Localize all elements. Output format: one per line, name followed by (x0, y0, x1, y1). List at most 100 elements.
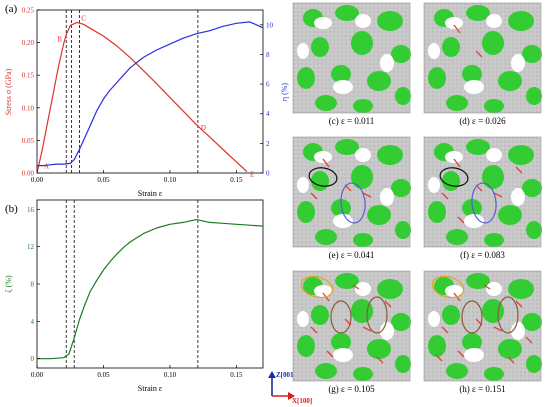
plot-frame-a (36, 9, 264, 174)
defect-line-5-5 (457, 350, 465, 358)
snapshot-frame-3 (423, 136, 542, 248)
highlight-ellipse-orange-4 (300, 275, 334, 299)
highlight-ellipse-orange-5 (431, 275, 465, 299)
defect-line-5-4 (515, 300, 523, 308)
void-2-2 (333, 214, 353, 228)
phase-region-4-5 (391, 313, 411, 331)
phase-region-0-2 (377, 11, 403, 31)
phase-region-5-11 (526, 355, 542, 373)
phase-region-3-2 (508, 145, 534, 165)
phase-region-1-11 (526, 87, 542, 105)
void-3-3 (511, 188, 525, 206)
snapshot-caption-2: (e) ε = 0.041 (329, 250, 375, 260)
y-tick-label-right-0-1: 2 (266, 140, 270, 148)
void-5-1 (486, 282, 502, 296)
phase-region-5-10 (484, 367, 504, 381)
defect-line-5-9 (435, 354, 443, 362)
defect-line-2-3 (362, 192, 372, 198)
phase-region-5-3 (442, 305, 460, 325)
void-2-1 (355, 148, 371, 162)
axis-x-arrowhead (288, 392, 295, 400)
phase-region-5-2 (508, 279, 534, 299)
x-axis-label-a: Strain ε (138, 189, 163, 198)
snapshot-caption-4: (g) ε = 0.105 (328, 384, 375, 394)
series-line-0-1 (37, 21, 264, 167)
y-axis-label-a-right: η (%) (280, 83, 289, 102)
void-0-0 (314, 17, 332, 29)
phase-region-2-4 (351, 165, 373, 189)
snapshot-frame-2 (292, 136, 411, 248)
phase-region-4-7 (331, 333, 351, 351)
phase-region-3-9 (446, 229, 468, 245)
phase-region-5-5 (522, 313, 542, 331)
defect-line-3-4 (515, 166, 523, 174)
snapshot-1: (d) ε = 0.026 (423, 2, 542, 126)
defect-line-1-0 (453, 24, 461, 34)
defect-line-4-4 (384, 300, 392, 308)
defect-line-5-2 (441, 326, 449, 334)
axis-x-label: X[100] (292, 397, 312, 405)
phase-region-2-11 (395, 221, 411, 239)
y-tick-label-left-1-1: 4 (31, 318, 35, 326)
y-tick-label-left-0-0: 0.00 (22, 170, 35, 178)
void-0-1 (355, 14, 371, 28)
panel-label-b: (b) (5, 203, 18, 215)
point-label-E: E (250, 170, 254, 178)
y-tick-label-left-1-4: 16 (27, 206, 35, 214)
y-axis-label-b: ζ (%) (4, 275, 13, 293)
phase-region-2-6 (297, 201, 315, 223)
axis-z-arrowhead (268, 371, 276, 378)
phase-region-0-4 (351, 31, 373, 55)
defect-line-5-6 (507, 356, 515, 364)
phase-region-3-8 (498, 205, 522, 225)
defect-line-5-3 (493, 326, 503, 332)
snapshot-frame-0 (292, 2, 411, 114)
phase-region-4-10 (353, 367, 373, 381)
highlight-ellipse-blue-2 (340, 182, 366, 224)
defect-line-2-2 (310, 192, 318, 200)
defect-line-4-6 (376, 356, 384, 364)
highlight-ellipse-black-2 (308, 167, 338, 187)
y-tick-label-right-0-2: 4 (266, 110, 270, 118)
phase-region-3-4 (482, 165, 504, 189)
void-2-3 (380, 188, 394, 206)
snapshot-0: (c) ε = 0.011 (292, 2, 411, 126)
snapshot-caption-0: (c) ε = 0.011 (329, 116, 375, 126)
phase-region-2-10 (353, 233, 373, 247)
y-tick-label-left-1-3: 12 (27, 243, 35, 251)
snapshot-phase-2 (297, 139, 411, 247)
highlight-ellipse-brown-4 (366, 296, 388, 334)
phase-region-4-2 (377, 279, 403, 299)
phase-region-2-5 (391, 179, 411, 197)
snapshot-frame-4 (292, 270, 411, 382)
defect-line-3-0 (453, 158, 461, 168)
phase-region-1-2 (508, 11, 534, 31)
defect-line-3-2 (441, 192, 449, 200)
snapshot-phase-4 (297, 273, 411, 381)
y-tick-label-right-0-4: 8 (266, 51, 270, 59)
defect-line-4-3 (362, 326, 372, 332)
phase-region-0-6 (297, 67, 315, 89)
void-1-2 (464, 80, 484, 94)
phase-region-0-11 (395, 87, 411, 105)
defect-line-2-0 (322, 158, 330, 168)
void-5-4 (428, 311, 440, 327)
snapshot-caption-5: (h) ε = 0.151 (459, 384, 505, 394)
defect-line-3-3 (493, 192, 503, 198)
phase-region-0-9 (315, 95, 337, 111)
defect-line-3-5 (457, 216, 465, 224)
phase-region-0-1 (335, 5, 359, 21)
phase-region-1-6 (428, 67, 446, 89)
snapshot-phase-5 (428, 273, 542, 381)
chart-b: (b) 0.00 0.05 0.10 0.15 0 4 8 12 16 ζ (%) Strai… (4, 199, 264, 393)
void-3-2 (464, 214, 484, 228)
void-5-2 (464, 348, 484, 362)
phase-region-1-5 (522, 45, 542, 63)
void-3-0 (445, 151, 463, 163)
snapshot-phase-0 (297, 5, 411, 113)
defect-line-1-1 (475, 50, 483, 58)
highlight-ellipse-blue-3 (471, 182, 497, 224)
phase-region-5-9 (446, 363, 468, 379)
phase-region-2-1 (335, 139, 359, 155)
phase-region-5-8 (498, 339, 522, 359)
